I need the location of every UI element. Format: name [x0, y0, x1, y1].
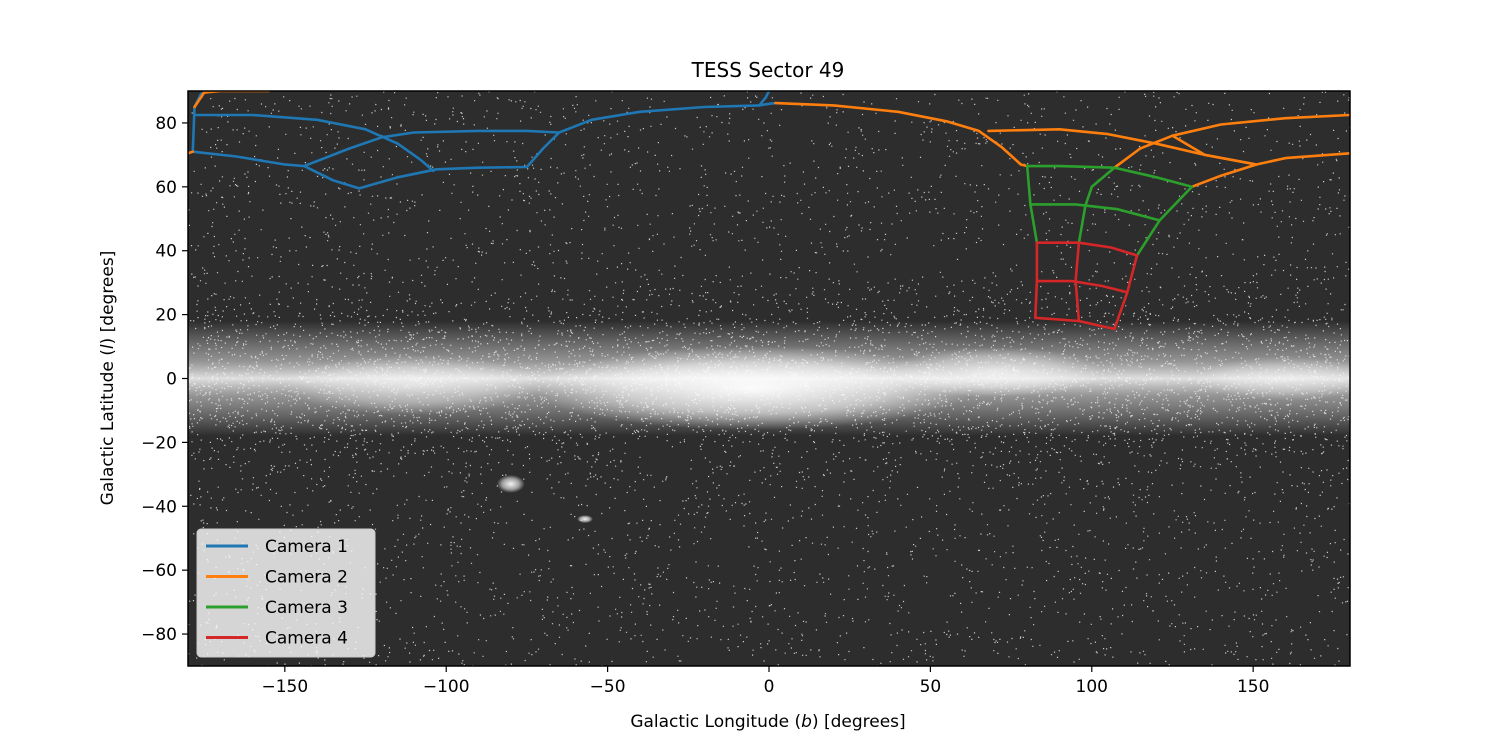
y-tick-label: 20 — [155, 306, 177, 326]
y-tick-label: 80 — [155, 114, 177, 134]
x-tick-label: −100 — [423, 677, 470, 697]
legend-label: Camera 1 — [265, 537, 348, 557]
series-line — [1034, 241, 1039, 320]
y-tick-label: −20 — [141, 433, 177, 453]
legend-item: Camera 1 — [206, 537, 348, 557]
series-line — [193, 91, 271, 109]
legend: Camera 1 Camera 2 Camera 3 Camera 4 — [196, 528, 376, 658]
x-axis-ticks: −150 −100 −50 0 50 100 150 — [261, 666, 1269, 697]
series-line — [1113, 113, 1350, 169]
y-tick-label: 40 — [155, 242, 177, 262]
legend-item: Camera 4 — [206, 629, 348, 649]
plot-area — [187, 90, 1351, 667]
series-line — [1029, 203, 1161, 222]
series-line — [757, 91, 771, 107]
chart-title: TESS Sector 49 — [691, 58, 845, 82]
small-magellanic-cloud — [577, 515, 594, 524]
x-tick-label: 100 — [1076, 677, 1108, 697]
series-line — [1074, 241, 1081, 323]
milky-way-band — [188, 321, 1350, 524]
x-tick-label: 50 — [920, 677, 942, 697]
legend-item: Camera 3 — [206, 598, 348, 618]
x-tick-label: −150 — [261, 677, 308, 697]
series-line — [191, 101, 777, 190]
series-camera-2 — [188, 91, 1350, 189]
band-bright-patch — [884, 347, 1105, 398]
series-group — [188, 91, 1350, 331]
large-magellanic-cloud — [496, 474, 525, 493]
legend-label: Camera 4 — [265, 629, 348, 649]
series-line — [302, 129, 561, 168]
series-line — [1113, 254, 1139, 331]
x-tick-label: 0 — [764, 677, 775, 697]
y-axis-label: Galactic Latitude (l) [degrees] — [98, 251, 118, 506]
series-line — [1171, 134, 1258, 166]
legend-label: Camera 2 — [265, 568, 348, 588]
galactic-bulge — [532, 346, 973, 431]
legend-label: Camera 3 — [265, 598, 348, 618]
series-line — [774, 101, 1029, 168]
legend-box — [196, 528, 376, 658]
y-tick-label: 0 — [166, 370, 177, 390]
series-line — [1035, 279, 1129, 294]
x-axis-label: Galactic Longitude (b) [degrees] — [630, 712, 905, 732]
series-line — [1135, 185, 1194, 257]
y-tick-label: 60 — [155, 178, 177, 198]
y-tick-label: −60 — [141, 561, 177, 581]
series-line — [193, 113, 435, 173]
series-line — [1077, 166, 1116, 244]
series-camera-4 — [1034, 241, 1139, 331]
legend-item: Camera 2 — [206, 568, 348, 588]
series-line — [1025, 164, 1039, 244]
y-axis-ticks: −80 −60 −40 −20 0 20 40 60 80 — [141, 114, 188, 645]
series-line — [1035, 241, 1139, 257]
band-bright-patch — [1195, 356, 1350, 401]
series-camera-1 — [191, 91, 777, 190]
y-tick-label: −40 — [141, 497, 177, 517]
x-tick-label: 150 — [1237, 677, 1269, 697]
y-tick-label: −80 — [141, 625, 177, 645]
x-tick-label: −50 — [590, 677, 626, 697]
series-line — [188, 150, 195, 155]
series-camera-3 — [1025, 164, 1194, 257]
band-bright-patch — [283, 354, 544, 415]
